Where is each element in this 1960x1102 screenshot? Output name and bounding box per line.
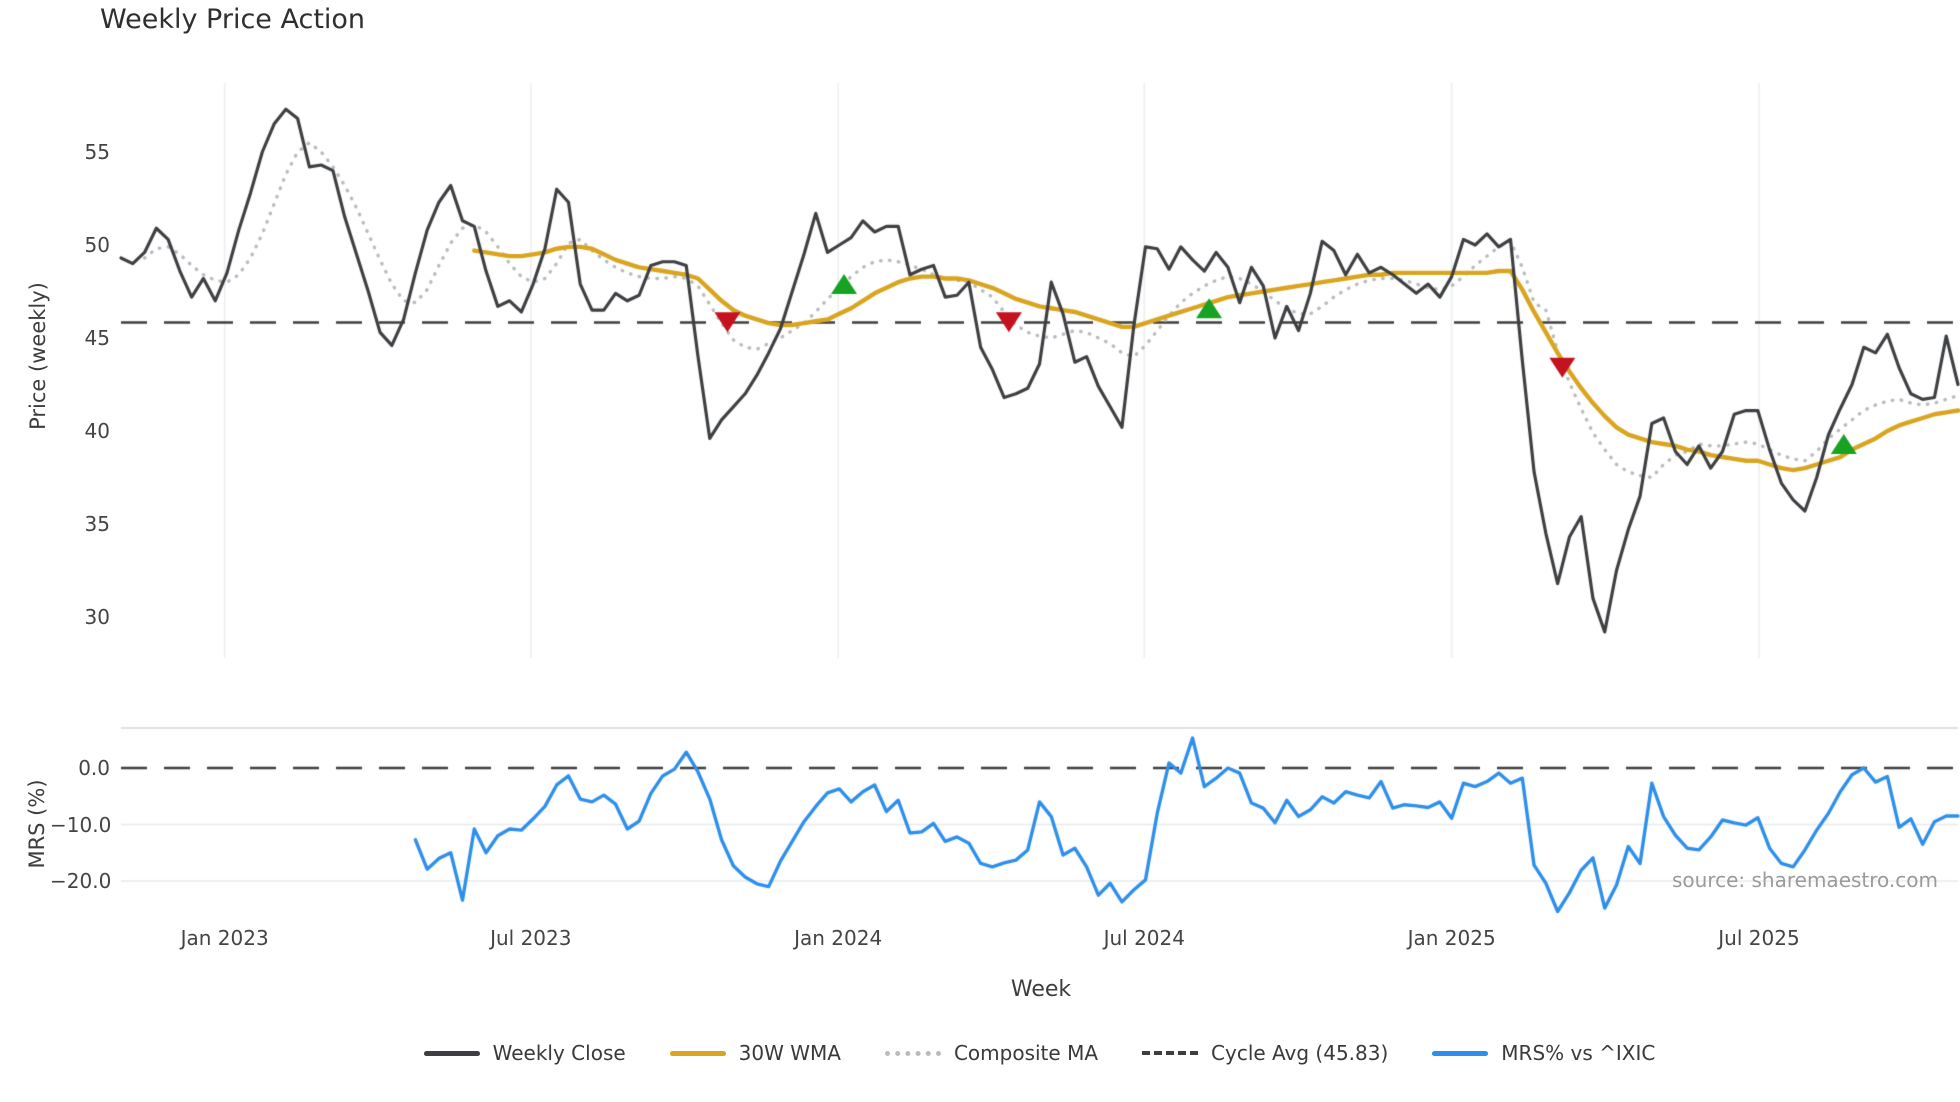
legend-label: Weekly Close (492, 1041, 626, 1065)
legend-swatch-dotted (884, 1050, 941, 1056)
chart-title: Weekly Price Action (100, 4, 366, 35)
x-axis-label: Week (1010, 977, 1072, 1002)
x-tick-jul-2025: Jul 2025 (1718, 926, 1800, 950)
x-tick-jan-2023: Jan 2023 (180, 926, 269, 950)
price-tick-30: 30 (84, 605, 110, 629)
legend-item-mrs-vs-ixic: MRS% vs ^IXIC (1432, 1041, 1655, 1065)
legend-swatch-solid (1432, 1050, 1489, 1056)
mrs-tick--10: −10.0 (50, 812, 112, 837)
price-tick-55: 55 (84, 140, 110, 164)
source-watermark: source: sharemaestro.com (1672, 868, 1938, 892)
legend: Weekly Close 30W WMA Composite MA Cycle Avg… (121, 1036, 1958, 1070)
price-tick-45: 45 (84, 326, 110, 350)
mrs-tick--20: −20.0 (50, 869, 112, 893)
x-tick-jan-2025: Jan 2025 (1407, 926, 1496, 950)
price-tick-35: 35 (84, 512, 110, 536)
legend-swatch-solid (669, 1050, 726, 1056)
x-tick-jul-2024: Jul 2024 (1103, 926, 1185, 950)
legend-label: MRS% vs ^IXIC (1501, 1041, 1656, 1065)
legend-item-30w-wma: 30W WMA (669, 1041, 841, 1065)
mrs-axis-label: MRS (%) (25, 779, 49, 869)
legend-item-cycle-avg-45-83-: Cycle Avg (45.83) (1142, 1041, 1388, 1065)
legend-swatch-dashed (1142, 1051, 1199, 1055)
price-tick-40: 40 (84, 419, 110, 443)
x-tick-jul-2023: Jul 2023 (490, 926, 572, 950)
mrs-tick-0: 0.0 (78, 756, 110, 780)
legend-item-weekly-close: Weekly Close (423, 1041, 626, 1065)
price-axis-label: Price (weekly) (26, 282, 50, 430)
legend-label: Cycle Avg (45.83) (1211, 1041, 1389, 1065)
price-tick-50: 50 (84, 233, 110, 257)
legend-item-composite-ma: Composite MA (884, 1041, 1099, 1065)
legend-label: 30W WMA (738, 1041, 841, 1065)
x-tick-jan-2024: Jan 2024 (794, 926, 883, 950)
legend-label: Composite MA (953, 1041, 1099, 1065)
legend-swatch-solid (423, 1050, 480, 1056)
